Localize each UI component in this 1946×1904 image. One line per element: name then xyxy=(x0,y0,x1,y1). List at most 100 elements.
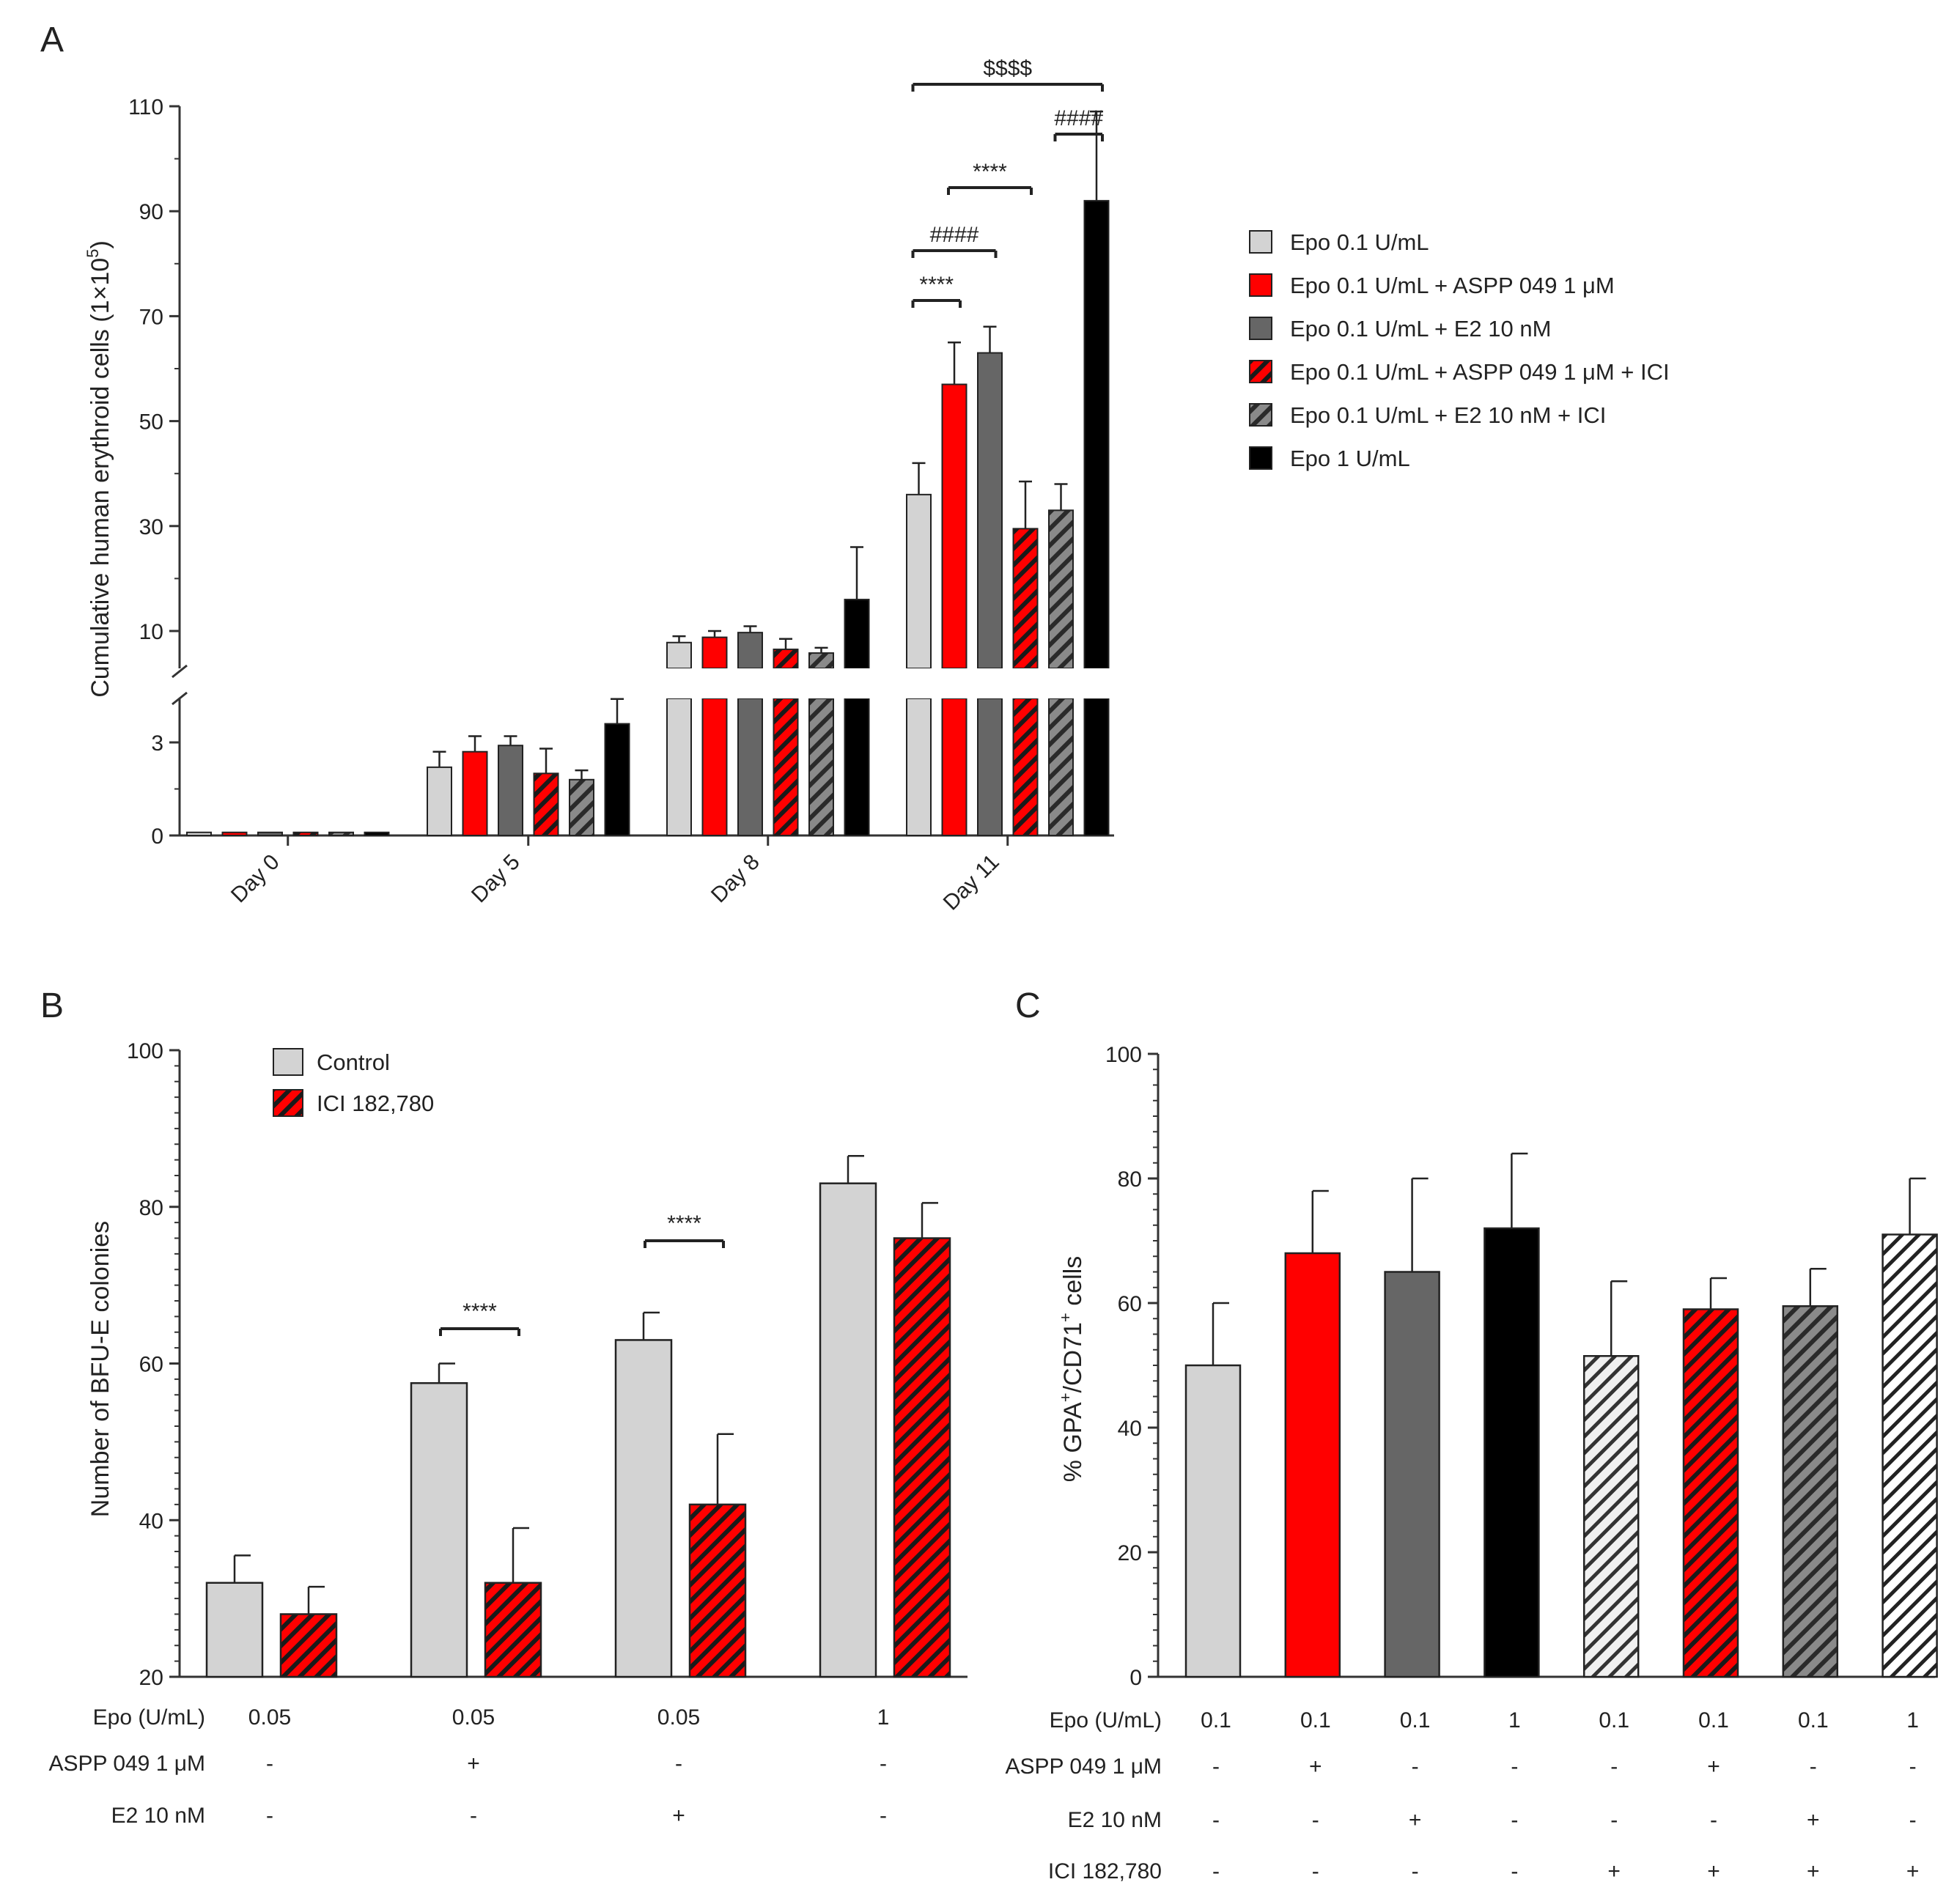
table-cell: - xyxy=(1212,1754,1220,1779)
table-cell: - xyxy=(1412,1859,1419,1883)
legend-label: Epo 0.1 U/mL + E2 10 nM xyxy=(1290,316,1551,342)
bar xyxy=(688,1503,747,1678)
legend-label: Epo 0.1 U/mL xyxy=(1290,229,1429,255)
bar xyxy=(569,778,594,837)
table-cell: 0.05 xyxy=(657,1705,700,1730)
table-cell: - xyxy=(1909,1754,1917,1779)
table-cell: + xyxy=(1707,1754,1720,1779)
bar-upper xyxy=(844,599,870,669)
panel-a: A Cumulative human erythroid cells (1×10… xyxy=(40,21,1670,915)
legend-label: Epo 0.1 U/mL + E2 10 nM + ICI xyxy=(1290,402,1606,428)
table-cell: + xyxy=(1707,1859,1720,1883)
y-tick-label: 0 xyxy=(151,824,163,849)
bar xyxy=(1682,1308,1739,1678)
bar-upper xyxy=(906,493,932,670)
table-cell: + xyxy=(1309,1754,1322,1779)
bar xyxy=(221,831,248,837)
y-tick-label: 70 xyxy=(139,305,163,329)
bar-upper xyxy=(977,352,1003,669)
row-label: Epo (U/mL) xyxy=(93,1705,205,1730)
bar xyxy=(484,1582,542,1678)
row-label: ASPP 049 1 μM xyxy=(1005,1754,1162,1779)
table-cell: + xyxy=(1807,1859,1820,1883)
table-cell: + xyxy=(1409,1808,1422,1832)
bar-lower xyxy=(941,698,968,836)
y-tick-label: 110 xyxy=(128,95,163,119)
bar-lower xyxy=(844,698,870,836)
table-cell: - xyxy=(1412,1754,1419,1779)
table-cell: - xyxy=(1610,1754,1618,1779)
bar xyxy=(292,831,319,837)
bar-upper xyxy=(1083,199,1110,669)
bar-upper xyxy=(666,641,692,670)
bar xyxy=(1484,1227,1540,1678)
bar-lower xyxy=(906,698,932,836)
bar-lower xyxy=(808,698,834,836)
bar-lower xyxy=(701,698,728,836)
bar-lower xyxy=(1048,698,1074,836)
legend-swatch xyxy=(1249,273,1272,297)
table-cell: - xyxy=(675,1752,682,1776)
bar-lower xyxy=(1012,698,1039,836)
legend-swatch xyxy=(1249,230,1272,254)
table-cell: + xyxy=(467,1752,480,1776)
panel-b-ylabel: Number of BFU-E colonies xyxy=(86,1221,114,1517)
panel-a-ylabel: Cumulative human erythroid cells (1×105) xyxy=(84,240,114,698)
table-cell: 1 xyxy=(1906,1708,1919,1733)
axis-break-band xyxy=(660,668,1129,698)
bar xyxy=(257,831,283,837)
sig-label: **** xyxy=(462,1299,497,1324)
y-tick-label: 40 xyxy=(139,1509,163,1533)
sig-label: **** xyxy=(973,160,1007,184)
bar xyxy=(364,831,390,837)
sig-label: **** xyxy=(919,273,954,297)
table-cell: 1 xyxy=(877,1705,890,1730)
table-cell: - xyxy=(470,1804,477,1828)
table-cell: 0.1 xyxy=(1300,1708,1331,1733)
bar-upper xyxy=(701,636,728,669)
y-tick-label: 20 xyxy=(1118,1541,1142,1565)
bar xyxy=(410,1381,468,1678)
y-tick-label: 80 xyxy=(139,1196,163,1220)
legend-label: Epo 0.1 U/mL + ASPP 049 1 μM xyxy=(1290,273,1615,298)
sig-label: $$$$ xyxy=(983,56,1032,81)
bar xyxy=(427,766,452,837)
bar-upper xyxy=(737,632,763,670)
axis-break-mark xyxy=(172,664,188,679)
sig-label: **** xyxy=(667,1211,701,1236)
table-cell: - xyxy=(266,1752,273,1776)
panel-b-significance: **** **** xyxy=(439,1211,725,1336)
table-cell: - xyxy=(1610,1808,1618,1832)
legend-swatch xyxy=(1249,446,1272,470)
table-cell: - xyxy=(1710,1808,1717,1832)
table-cell: - xyxy=(1511,1808,1518,1832)
x-tick-label: Day 11 xyxy=(939,850,1004,915)
table-cell: 0.1 xyxy=(1698,1708,1729,1733)
x-tick-label: Day 0 xyxy=(226,850,284,908)
axis-break-mark xyxy=(172,691,188,706)
row-label: E2 10 nM xyxy=(111,1804,205,1828)
table-cell: + xyxy=(1607,1859,1621,1883)
table-cell: 0.1 xyxy=(1400,1708,1431,1733)
panel-a-bars xyxy=(186,110,1129,837)
sig-label: #### xyxy=(930,223,979,247)
y-tick-label: 60 xyxy=(139,1353,163,1377)
bar xyxy=(604,723,630,836)
panel-c-letter: C xyxy=(1015,986,1041,1025)
bar-upper xyxy=(1048,509,1074,669)
x-tick-label: Day 8 xyxy=(707,850,764,908)
y-tick-label: 3 xyxy=(151,731,163,756)
bar-upper xyxy=(941,383,968,669)
table-cell: + xyxy=(672,1804,685,1828)
panel-b: B Number of BFU-E colonies 20 40 60 80 100 *… xyxy=(40,986,968,1828)
bar xyxy=(205,1582,264,1678)
bar xyxy=(1582,1355,1640,1678)
sig-label: #### xyxy=(1054,106,1103,130)
bar-lower xyxy=(1083,698,1110,836)
bar xyxy=(819,1182,877,1678)
panel-a-legend: Epo 0.1 U/mL Epo 0.1 U/mL + ASPP 049 1 μM… xyxy=(1249,229,1670,471)
panel-c-ylabel: % GPA+/CD71+ cells xyxy=(1056,1256,1087,1483)
table-cell: + xyxy=(1807,1808,1820,1832)
row-label: Epo (U/mL) xyxy=(1050,1708,1162,1733)
table-cell: - xyxy=(1312,1808,1319,1832)
